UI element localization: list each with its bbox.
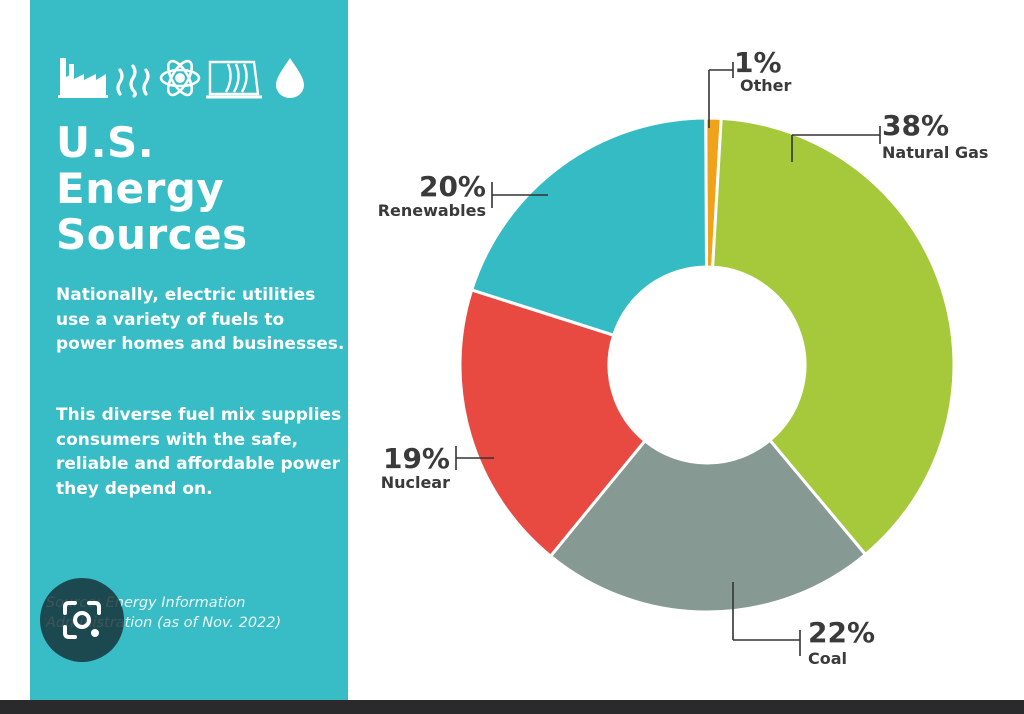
title-line-1: U.S. (56, 118, 155, 167)
camera-lens-icon (63, 601, 101, 639)
infographic-card: 1% Other 38% Natural Gas 22% Coal 19% Nuclear 20… (30, 0, 1024, 700)
data-label-renewables: 20% (419, 170, 486, 203)
slice-nuclear (458, 288, 648, 559)
heat-waves-icon (116, 64, 150, 98)
description-paragraph-1: Nationally, electric utilities use a var… (56, 285, 345, 354)
title-line-2: Energy (56, 164, 225, 213)
description-paragraph-2: This diverse fuel mix supplies consumers… (56, 405, 342, 499)
slice-renewables (469, 116, 708, 338)
water-drop-icon (276, 58, 304, 98)
category-label-renewables: Renewables (378, 201, 486, 220)
data-label-nuclear: 19% (383, 442, 450, 475)
energy-icons-row (58, 58, 304, 99)
data-label-natural-gas: 38% (882, 109, 949, 142)
slice-natural-gas (711, 116, 956, 557)
page-title: U.S. Energy Sources (56, 120, 336, 258)
side-panel: U.S. Energy Sources Nationally, electric… (30, 0, 348, 700)
data-label-other: 1% (734, 46, 782, 79)
atom-icon (159, 59, 201, 97)
callout-natural-gas: 38%Natural Gas (791, 109, 988, 162)
title-line-3: Sources (56, 210, 248, 259)
callout-other: 1%Other (708, 46, 791, 128)
bottom-bar (0, 700, 1024, 714)
page-margin (0, 0, 30, 700)
slice-coal (548, 438, 868, 614)
category-label-nuclear: Nuclear (381, 473, 450, 492)
visual-search-button[interactable] (40, 578, 124, 662)
callout-renewables: 20%Renewables (378, 170, 548, 220)
category-label-coal: Coal (808, 649, 847, 668)
data-label-coal: 22% (808, 616, 875, 649)
dam-icon (206, 60, 262, 99)
factory-icon (58, 58, 108, 98)
donut-slices (458, 116, 956, 614)
category-label-natural-gas: Natural Gas (882, 143, 988, 162)
callout-nuclear: 19%Nuclear (381, 442, 494, 492)
callout-coal: 22%Coal (732, 582, 875, 668)
category-label-other: Other (740, 76, 791, 95)
